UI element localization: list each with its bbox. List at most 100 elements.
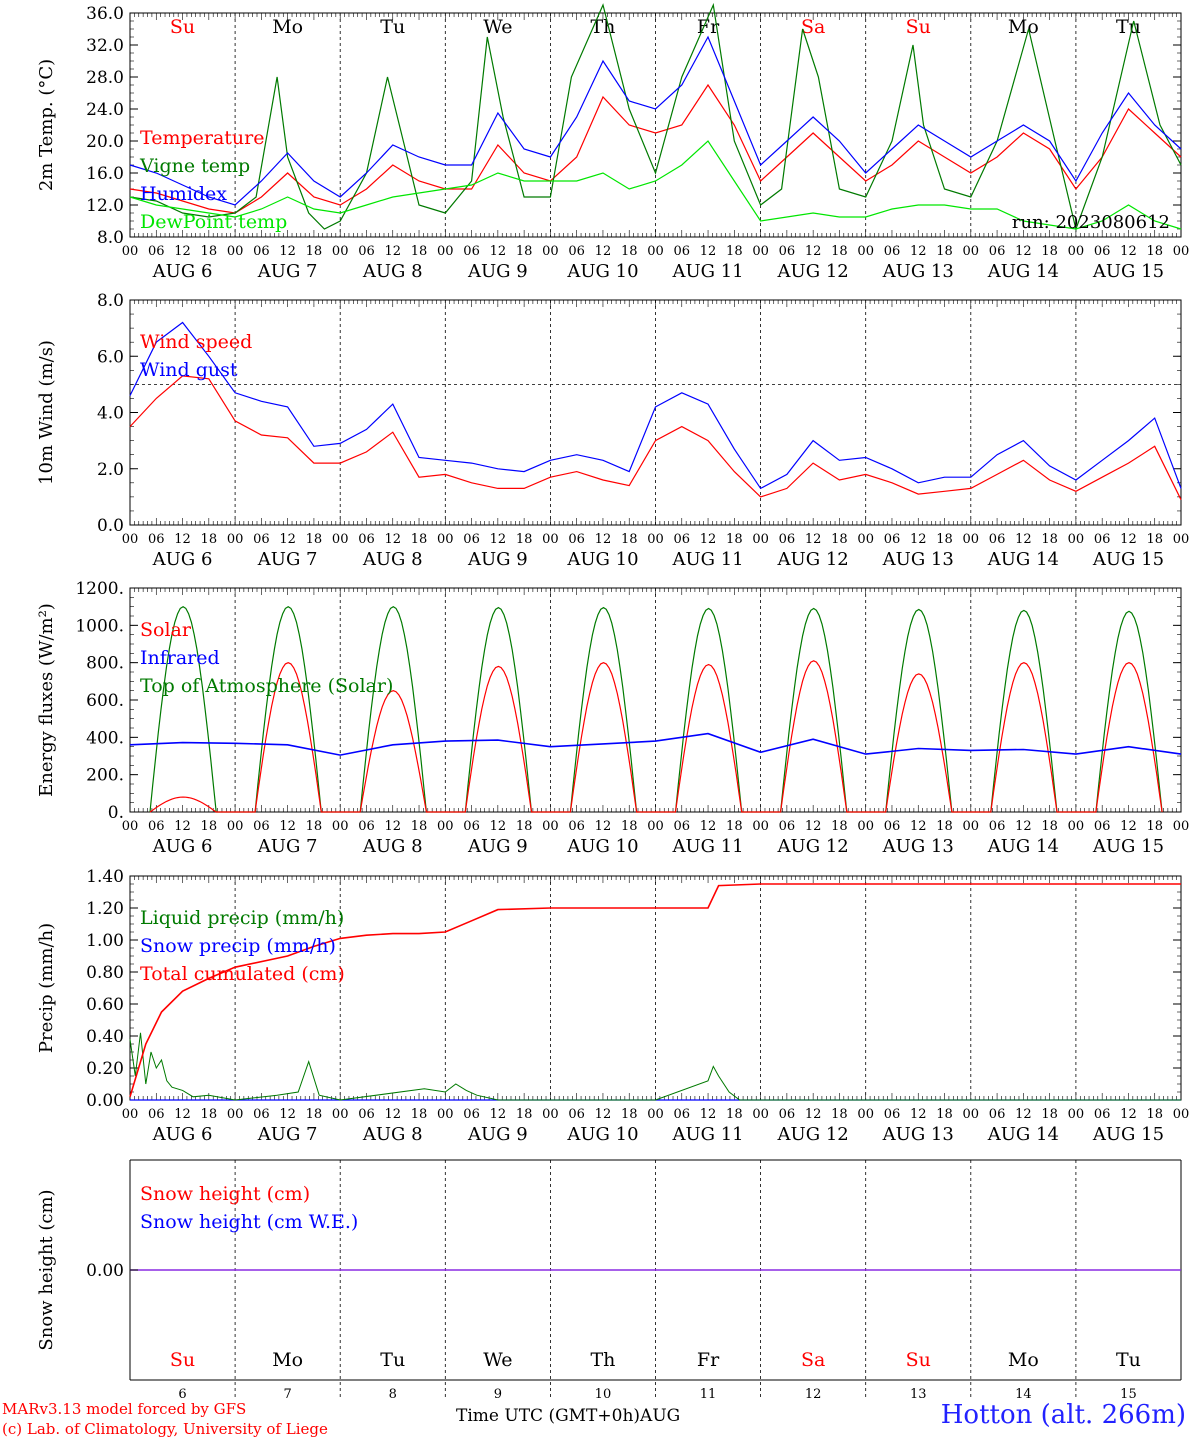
hour-label: 18 xyxy=(726,1107,743,1122)
infrared-line xyxy=(129,732,1182,756)
legend-entry: Wind speed xyxy=(140,331,252,353)
hour-label: 00 xyxy=(1068,532,1085,547)
hour-label: 06 xyxy=(674,1107,691,1122)
hour-label: 06 xyxy=(1094,819,1111,834)
hour-label: 12 xyxy=(910,244,927,259)
y-tick-label: 1.00 xyxy=(86,931,124,951)
hour-label: 00 xyxy=(1068,819,1085,834)
hour-label: 12 xyxy=(910,532,927,547)
hour-label: 06 xyxy=(358,532,375,547)
hour-label: 00 xyxy=(542,244,559,259)
hour-label: 00 xyxy=(227,532,244,547)
panel-snow: 0.00 Snow height (cm) Snow height (cm) Snow… xyxy=(36,1159,1182,1402)
hour-label: 00 xyxy=(332,244,349,259)
hour-label: 12 xyxy=(595,244,612,259)
panel-wind: 0.0 2.0 4.0 6.0 8.0 10m Wind (m/s) Wind speed W… xyxy=(36,291,1189,570)
hour-label: 18 xyxy=(936,244,953,259)
hour-label: 18 xyxy=(411,819,428,834)
hour-label: 18 xyxy=(306,1107,323,1122)
date-label: AUG 14 xyxy=(987,549,1059,570)
hour-label: 06 xyxy=(779,819,796,834)
y-tick-label: 2.0 xyxy=(97,460,124,480)
hour-label: 18 xyxy=(726,244,743,259)
hour-label: 12 xyxy=(700,532,717,547)
hour-label: 00 xyxy=(122,244,139,259)
hour-label: 12 xyxy=(595,1107,612,1122)
date-label: AUG 9 xyxy=(467,261,528,282)
hour-label: 00 xyxy=(647,819,664,834)
hour-label: 18 xyxy=(1041,1107,1058,1122)
date-label: AUG 13 xyxy=(882,261,954,282)
weekday-label: Th xyxy=(590,16,615,38)
day-number: 8 xyxy=(389,1387,397,1402)
hour-label: 00 xyxy=(647,1107,664,1122)
date-label: AUG 13 xyxy=(882,549,954,570)
hour-label: 12 xyxy=(490,532,507,547)
weekday-label: Su xyxy=(906,16,931,38)
y-axis-label: 2m Temp. (°C) xyxy=(36,59,57,191)
series-line xyxy=(129,375,1182,500)
day-number: 14 xyxy=(1015,1387,1032,1402)
date-label: AUG 6 xyxy=(152,836,213,857)
hour-label: 06 xyxy=(358,1107,375,1122)
hour-label: 06 xyxy=(148,1107,165,1122)
hour-label: 12 xyxy=(490,244,507,259)
hour-label: 18 xyxy=(1041,532,1058,547)
hour-label: 12 xyxy=(1015,532,1032,547)
hour-label: 00 xyxy=(542,819,559,834)
hour-label: 00 xyxy=(122,819,139,834)
hour-label: 06 xyxy=(989,532,1006,547)
hour-label: 06 xyxy=(884,244,901,259)
panel-precip: 0.00 0.20 0.40 0.60 0.80 1.00 1.20 1.40 Precip (… xyxy=(36,867,1189,1145)
hour-label: 18 xyxy=(201,819,218,834)
model-credit-line1: MARv3.13 model forced by GFS xyxy=(2,1400,247,1418)
date-label: AUG 7 xyxy=(257,1124,318,1145)
date-label: AUG 11 xyxy=(671,836,743,857)
series-line xyxy=(129,2,1182,232)
hour-label: 06 xyxy=(568,1107,585,1122)
legend-entry: Snow height (cm W.E.) xyxy=(140,1211,358,1233)
hour-label: 00 xyxy=(122,532,139,547)
hour-label: 00 xyxy=(437,532,454,547)
hour-label: 06 xyxy=(253,532,270,547)
run-label: run: 2023080612 xyxy=(1012,212,1170,233)
hour-label: 00 xyxy=(752,1107,769,1122)
hour-label: 12 xyxy=(1015,819,1032,834)
panel-frame xyxy=(129,299,1182,526)
hour-label: 12 xyxy=(700,1107,717,1122)
y-tick-label: 0.40 xyxy=(86,1027,124,1047)
hour-label: 06 xyxy=(148,819,165,834)
hour-label: 12 xyxy=(490,1107,507,1122)
hour-label: 18 xyxy=(621,532,638,547)
hour-label: 12 xyxy=(1015,1107,1032,1122)
hour-label: 00 xyxy=(227,819,244,834)
legend-entry: DewPoint temp xyxy=(140,211,287,233)
hour-label: 18 xyxy=(621,244,638,259)
hour-label: 06 xyxy=(358,244,375,259)
hour-label: 12 xyxy=(174,819,191,834)
hour-label: 12 xyxy=(1120,1107,1137,1122)
date-label: AUG 12 xyxy=(777,549,849,570)
series-line xyxy=(129,140,1182,230)
hour-label: 12 xyxy=(384,244,401,259)
legend-entry: Total cumulated (cm) xyxy=(140,963,345,985)
date-label: AUG 7 xyxy=(257,261,318,282)
day-number: 11 xyxy=(700,1387,717,1402)
hour-label: 00 xyxy=(542,1107,559,1122)
y-tick-label: 8.0 xyxy=(97,291,124,311)
model-credit-line2: (c) Lab. of Climatology, University of L… xyxy=(2,1420,328,1438)
hour-label: 00 xyxy=(542,532,559,547)
hour-label: 18 xyxy=(201,244,218,259)
y-tick-label: 0.20 xyxy=(86,1059,124,1079)
hour-label: 12 xyxy=(279,1107,296,1122)
hour-label: 06 xyxy=(253,819,270,834)
panel-energy: 0. 200. 400. 600. 800. 1000. 1200. Energy fluxe… xyxy=(36,579,1189,857)
legend-entry: Solar xyxy=(140,619,192,641)
hour-label: 00 xyxy=(647,244,664,259)
y-tick-label: 1200. xyxy=(75,579,124,599)
hour-label: 06 xyxy=(148,244,165,259)
panel-frame xyxy=(129,587,1182,813)
hour-label: 18 xyxy=(516,532,533,547)
y-tick-label: 16.0 xyxy=(86,164,124,184)
weekday-label: We xyxy=(483,16,512,38)
